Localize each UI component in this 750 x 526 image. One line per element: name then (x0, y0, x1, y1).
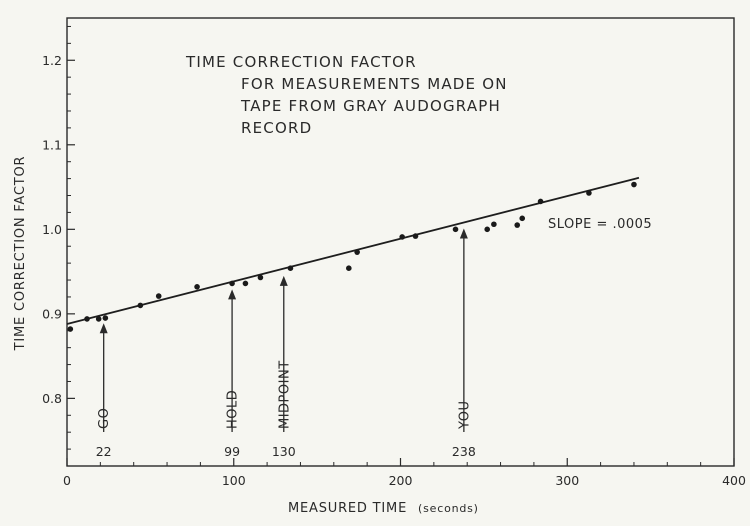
data-point (95, 316, 102, 322)
chart-title: TIME CORRECTION FACTOR FOR MEASUREMENTS … (185, 53, 508, 137)
x-axis-title: MEASURED TIME (seconds) (288, 501, 479, 516)
data-point (514, 222, 521, 228)
regression-line (66, 176, 640, 325)
data-point (519, 215, 526, 222)
marker-arrow-head (279, 275, 288, 286)
data-point (84, 316, 90, 322)
x-tick-label: 300 (555, 473, 579, 488)
marker-value-label: 22 (96, 444, 112, 459)
data-point (242, 280, 249, 287)
data-point (586, 190, 592, 196)
x-tick-label: 400 (722, 473, 746, 488)
marker-value-label: 238 (452, 444, 476, 459)
data-point (229, 280, 235, 287)
y-tick-label: 1.2 (42, 53, 62, 68)
data-point (484, 226, 491, 233)
data-point (137, 302, 144, 309)
data-point (412, 233, 419, 239)
x-tick-label: 0 (63, 473, 71, 488)
marker-arrow-head (459, 228, 468, 239)
y-tick-label: 0.8 (42, 391, 62, 406)
marker-value-label: 130 (272, 444, 296, 459)
title-line-1: TIME CORRECTION FACTOR (185, 53, 417, 71)
data-point (354, 249, 360, 255)
slope-label: SLOPE = .0005 (548, 217, 652, 232)
data-point (102, 315, 109, 321)
y-tick-label: 1.1 (42, 137, 62, 152)
data-points (67, 181, 637, 332)
data-point (399, 234, 405, 240)
data-point (287, 265, 294, 272)
data-point (491, 221, 497, 228)
title-line-2: FOR MEASUREMENTS MADE ON (241, 75, 508, 93)
data-point (452, 226, 459, 233)
marker-arrow-head (99, 323, 108, 334)
data-point (346, 265, 352, 272)
data-point (155, 293, 162, 299)
marker-arrow-head (228, 289, 237, 300)
fit-line-group (66, 176, 640, 325)
axis-ticks: 0 100 200 300 400 0.8 0.9 1.0 1.1 1.2 (42, 25, 746, 488)
data-point (194, 284, 200, 290)
data-point (537, 198, 544, 205)
marker-label: GO (97, 408, 112, 429)
x-tick-label: 100 (222, 473, 246, 488)
marker-label: MIDPOINT (277, 360, 292, 429)
marker-label: YOU (457, 401, 472, 430)
title-line-4: RECORD (241, 119, 312, 137)
marker-label: HOLD (226, 390, 241, 429)
x-axis-label: MEASURED TIME (seconds) (288, 501, 479, 516)
data-point (67, 326, 74, 332)
x-tick-label: 200 (389, 473, 413, 488)
data-point (631, 181, 637, 188)
y-tick-label: 1.0 (42, 222, 62, 237)
marker-value-label: 99 (224, 444, 240, 459)
y-tick-label: 0.9 (42, 306, 62, 321)
y-axis-label: TIME CORRECTION FACTOR (13, 156, 28, 352)
title-line-3: TAPE FROM GRAY AUDOGRAPH (240, 97, 501, 115)
event-markers: GO 22 HOLD 99 MIDPOINT 130 YOU 238 (96, 228, 476, 459)
data-point (257, 274, 264, 281)
